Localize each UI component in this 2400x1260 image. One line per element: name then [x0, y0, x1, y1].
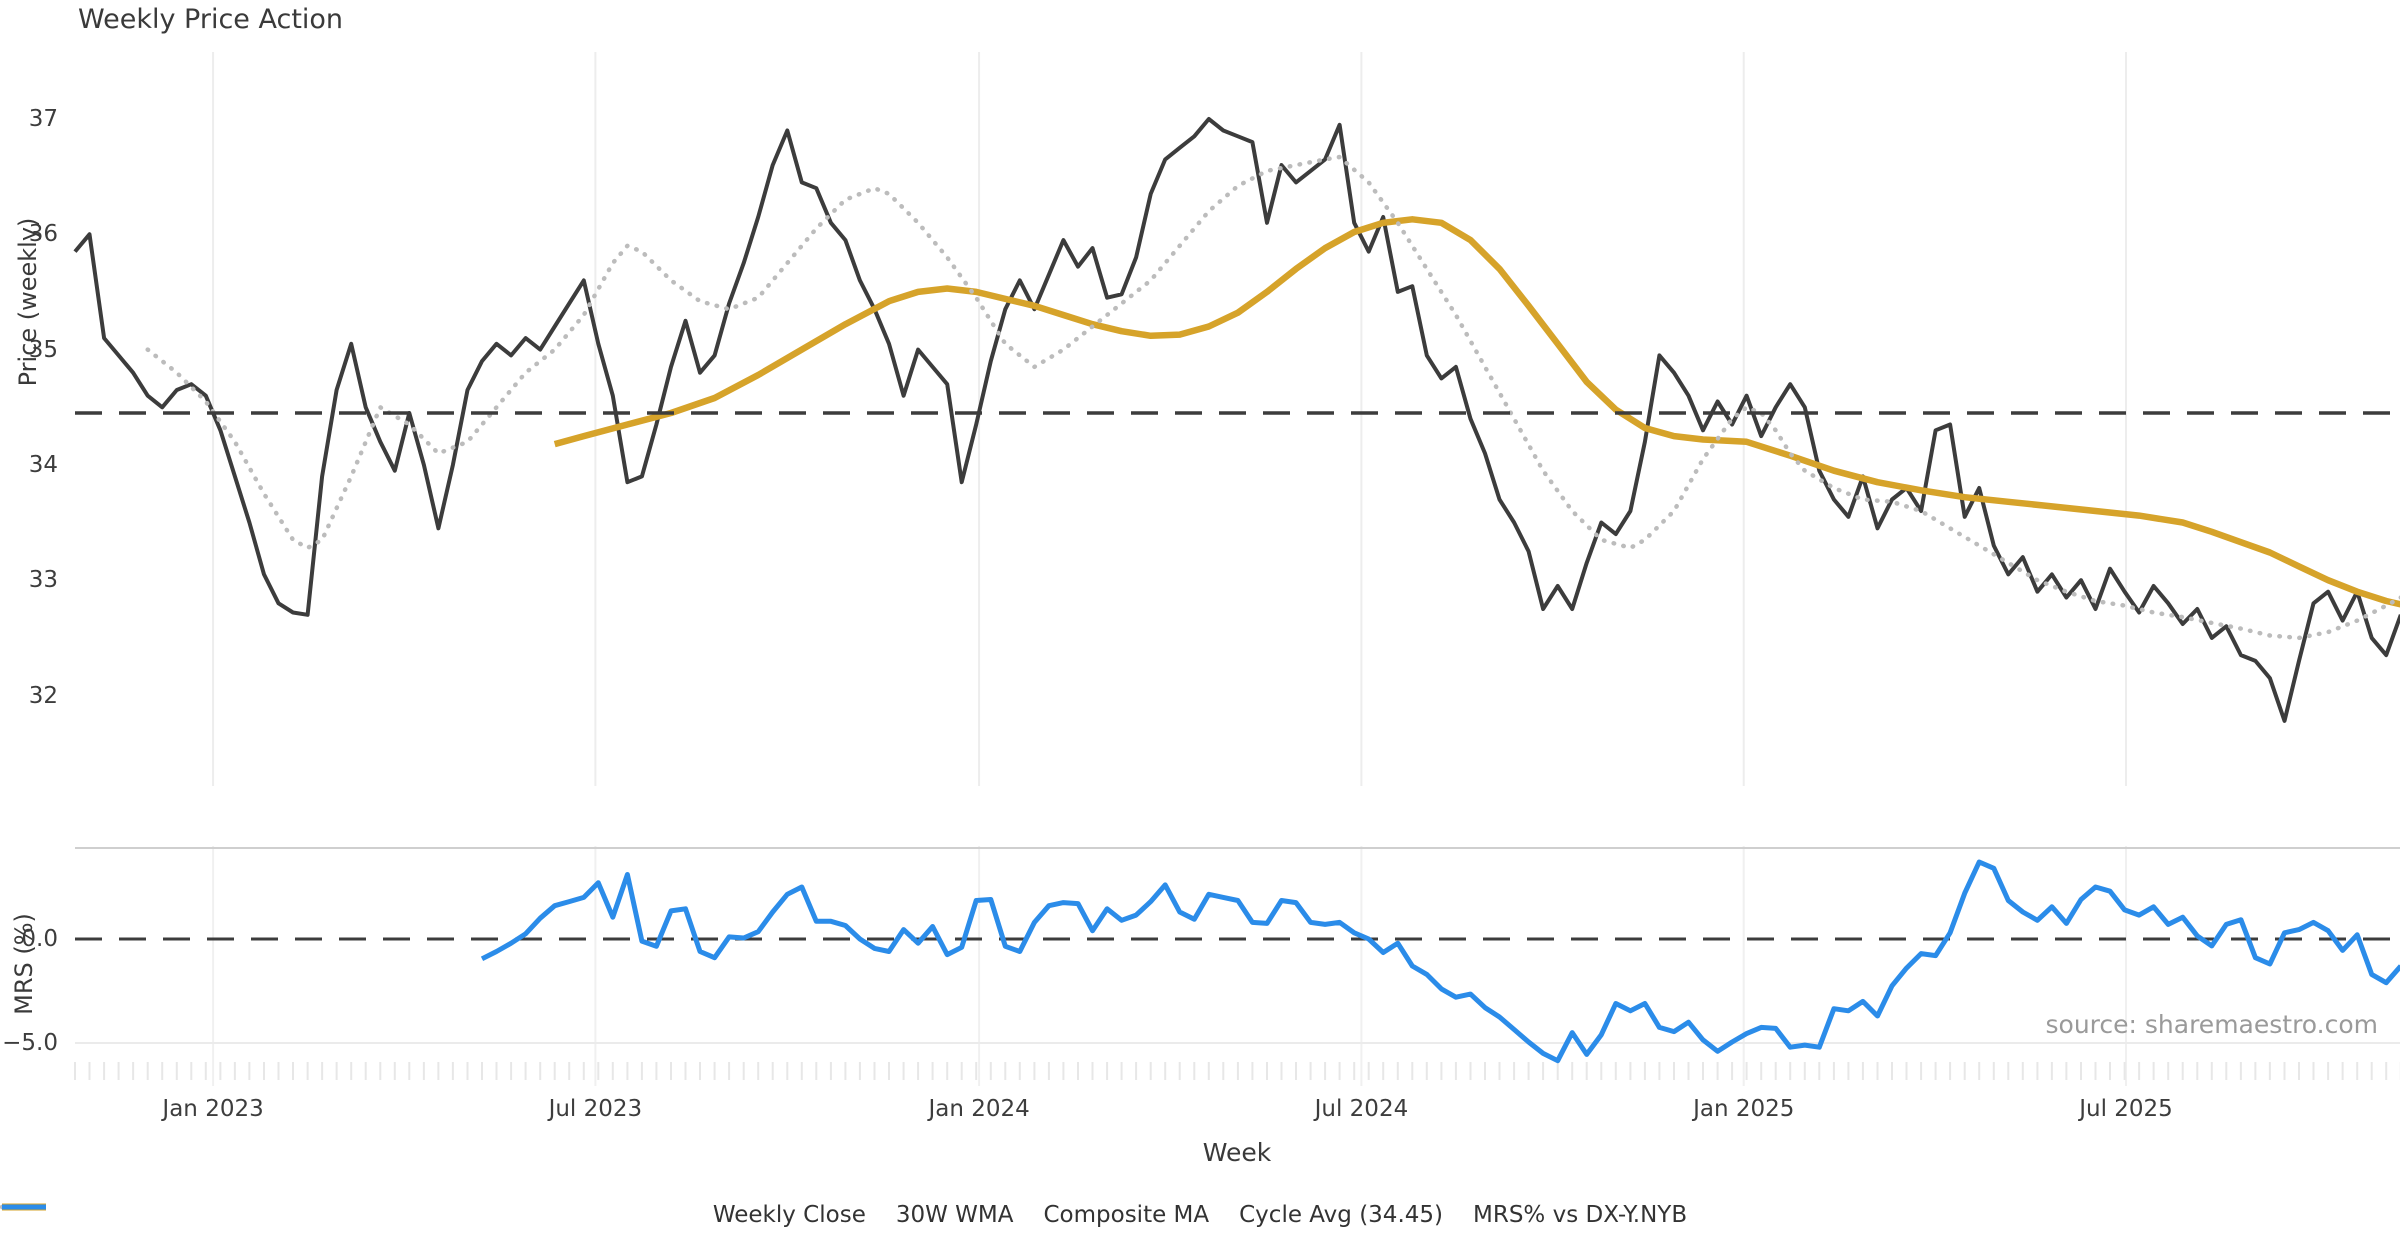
price-ytick-37: 37: [28, 106, 58, 132]
mrs-axis-label: MRS (%): [10, 913, 38, 1015]
price-ytick-36: 36: [28, 221, 58, 248]
legend-swatch-solid-icon: [2, 1204, 46, 1210]
series-mrs-vs-dx-y-nyb: [480, 859, 2400, 1064]
xtick-jan-2025: Jan 2025: [1693, 1096, 1795, 1122]
series-weekly-close: [73, 117, 2400, 723]
legend-label: Cycle Avg (34.45): [1239, 1202, 1443, 1228]
legend-item-cycle-avg-34-45-: Cycle Avg (34.45): [2, 1202, 1443, 1228]
x-axis-label: Week: [1202, 1138, 1272, 1167]
legend-label: MRS% vs DX-Y.NYB: [1473, 1202, 1688, 1228]
xtick-jan-2024: Jan 2024: [928, 1096, 1030, 1122]
xtick-jan-2023: Jan 2023: [162, 1096, 264, 1122]
xtick-jul-2023: Jul 2023: [548, 1096, 643, 1122]
chart-title: Weekly Price Action: [78, 4, 344, 35]
mrs-ytick-0.0: 0.0: [21, 926, 58, 952]
source-text: source: sharemaestro.com: [2045, 1010, 2379, 1039]
price-ytick-35: 35: [28, 336, 58, 363]
legend-item-weekly-close: Weekly Close: [2, 1202, 866, 1228]
series-30w-wma: [553, 216, 2400, 608]
xtick-jul-2025: Jul 2025: [2079, 1096, 2173, 1122]
price-ytick-32: 32: [28, 682, 58, 709]
legend-item-composite-ma: Composite MA: [0, 1202, 1210, 1228]
chart-legend: Weekly Close 30W WMA Composite MA Cycle Avg…: [0, 1202, 2400, 1228]
legend-label: Composite MA: [1043, 1202, 1210, 1228]
price-ytick-34: 34: [28, 451, 58, 478]
series-composite-ma: [145, 154, 2400, 641]
price-ytick-33: 33: [28, 567, 58, 594]
legend-item-30w-wma: 30W WMA: [2, 1202, 1014, 1228]
legend-item-mrs-vs-dx-y-nyb: MRS% vs DX-Y.NYB: [2, 1202, 1688, 1228]
legend-label: 30W WMA: [895, 1202, 1014, 1228]
legend-label: Weekly Close: [712, 1202, 866, 1228]
mrs-ytick-−5.0: −5.0: [2, 1030, 58, 1056]
xtick-jul-2024: Jul 2024: [1314, 1096, 1409, 1122]
